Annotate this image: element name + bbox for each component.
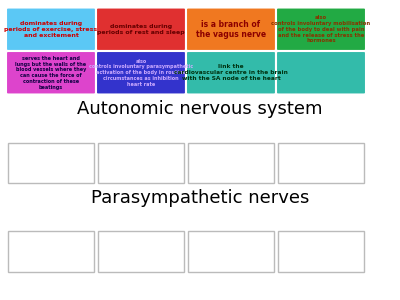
FancyBboxPatch shape [96,8,186,51]
FancyBboxPatch shape [186,8,276,51]
FancyBboxPatch shape [276,8,366,51]
FancyBboxPatch shape [276,51,366,94]
FancyBboxPatch shape [6,51,96,94]
Text: dominates during
periods of exercise, stress
and excitement: dominates during periods of exercise, st… [4,21,98,38]
FancyBboxPatch shape [96,51,186,94]
Text: serves the heart and
lungs but the walls of the
blood vessels where they
can cau: serves the heart and lungs but the walls… [16,56,86,90]
Bar [188,231,274,272]
Text: Autonomic nervous system: Autonomic nervous system [77,100,323,118]
Text: dominates during
periods of rest and sleep: dominates during periods of rest and sle… [97,24,185,34]
Text: Parasympathetic nerves: Parasympathetic nerves [91,189,309,207]
Text: link the
cardiovascular centre in the brain
with the SA node of the heart: link the cardiovascular centre in the br… [174,64,288,81]
Bar [98,142,184,183]
Bar [278,231,364,272]
Bar [8,231,94,272]
Bar [188,142,274,183]
Text: also
controls involuntary mobilisation
of the body to deal with pain
and the rel: also controls involuntary mobilisation o… [272,15,370,44]
Bar [278,142,364,183]
Text: is a branch of
the vagus nerve: is a branch of the vagus nerve [196,20,266,39]
Text: also
controls involuntary parasympathetic
activation of the body in routine
circ: also controls involuntary parasympatheti… [89,59,193,87]
Bar [98,231,184,272]
FancyBboxPatch shape [186,51,276,94]
FancyBboxPatch shape [6,8,96,51]
Bar [8,142,94,183]
